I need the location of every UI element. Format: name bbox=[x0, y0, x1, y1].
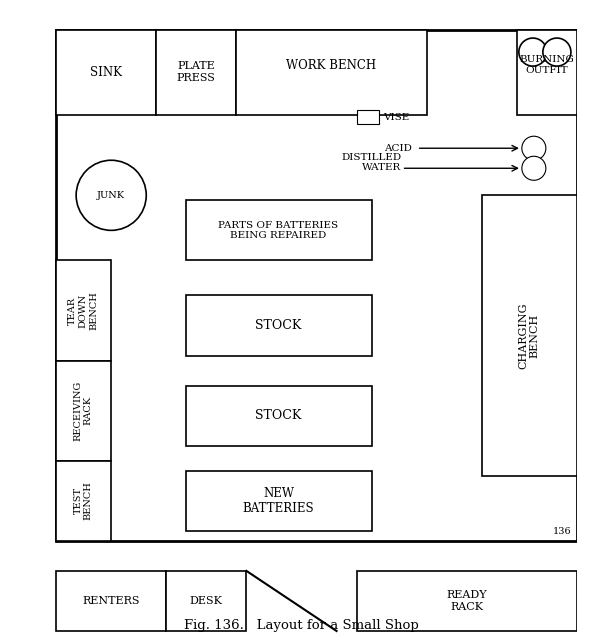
Bar bbox=[156, 30, 236, 115]
Text: JUNK: JUNK bbox=[97, 191, 125, 200]
Bar bbox=[482, 196, 577, 476]
Bar bbox=[56, 260, 111, 360]
Text: TEAR
DOWN
BENCH: TEAR DOWN BENCH bbox=[68, 291, 98, 330]
Text: WORK BENCH: WORK BENCH bbox=[286, 58, 377, 72]
Bar bbox=[56, 360, 111, 461]
Text: NEW
BATTERIES: NEW BATTERIES bbox=[242, 487, 314, 515]
Bar bbox=[56, 461, 111, 541]
Bar bbox=[186, 200, 371, 260]
Bar bbox=[186, 470, 371, 531]
Text: TEST
BENCH: TEST BENCH bbox=[74, 481, 93, 520]
Text: DISTILLED
WATER: DISTILLED WATER bbox=[341, 153, 402, 172]
Circle shape bbox=[519, 38, 547, 66]
Bar bbox=[517, 30, 577, 115]
Text: Fig. 136.   Layout for a Small Shop: Fig. 136. Layout for a Small Shop bbox=[184, 619, 419, 633]
Circle shape bbox=[76, 160, 147, 230]
Bar bbox=[186, 386, 371, 445]
Text: PARTS OF BATTERIES
BEING REPAIRED: PARTS OF BATTERIES BEING REPAIRED bbox=[218, 221, 338, 240]
Text: RECEIVING
RACK: RECEIVING RACK bbox=[74, 381, 93, 441]
Bar bbox=[236, 30, 427, 115]
Bar bbox=[56, 30, 577, 541]
Text: VISE: VISE bbox=[383, 113, 409, 122]
Circle shape bbox=[543, 38, 571, 66]
Text: DESK: DESK bbox=[190, 596, 223, 606]
Text: BURNING
OUTFIT: BURNING OUTFIT bbox=[519, 55, 574, 75]
Text: RENTERS: RENTERS bbox=[83, 596, 140, 606]
Bar bbox=[356, 571, 577, 631]
Text: PLATE
PRESS: PLATE PRESS bbox=[177, 62, 216, 83]
Circle shape bbox=[522, 156, 546, 180]
Text: CHARGING
BENCH: CHARGING BENCH bbox=[518, 303, 540, 369]
Bar bbox=[356, 110, 379, 124]
Text: 136: 136 bbox=[554, 527, 572, 536]
Bar bbox=[56, 571, 166, 631]
Bar bbox=[186, 296, 371, 356]
Bar bbox=[56, 30, 156, 115]
Text: STOCK: STOCK bbox=[255, 319, 302, 332]
Text: STOCK: STOCK bbox=[255, 409, 302, 422]
Circle shape bbox=[522, 137, 546, 160]
Text: READY
RACK: READY RACK bbox=[446, 590, 487, 612]
Text: SINK: SINK bbox=[90, 65, 122, 79]
Text: ACID: ACID bbox=[384, 144, 412, 153]
Bar bbox=[166, 571, 247, 631]
